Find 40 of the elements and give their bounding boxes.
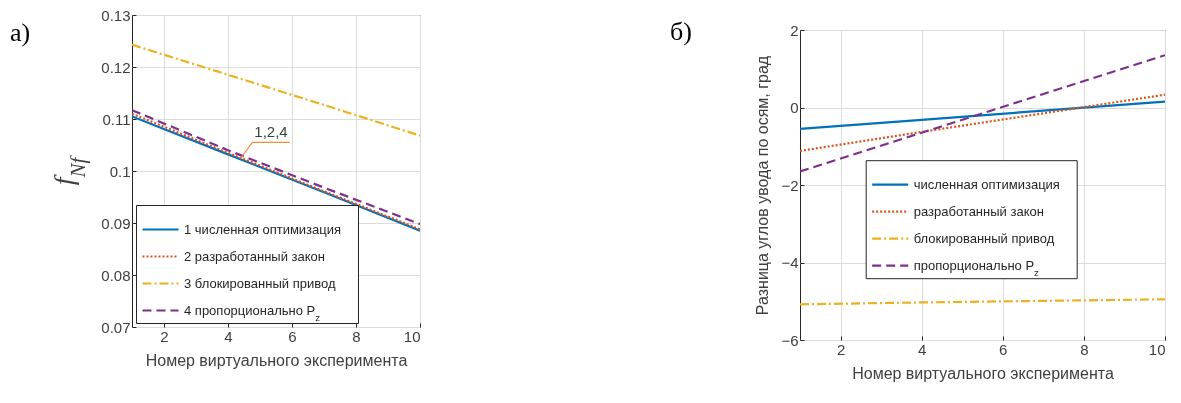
annotation: 1,2,4 (254, 123, 288, 141)
y-tick-label: 0.11 (102, 110, 131, 128)
legend-label: 2 разработанный закон (184, 248, 326, 264)
line-series (800, 93, 1165, 152)
line-series (800, 54, 1165, 173)
y-tick-label: −2 (781, 176, 799, 194)
chart-title: б) (670, 17, 692, 46)
legend-label: разработанный закон (913, 203, 1044, 219)
x-tick-label: 6 (288, 327, 297, 345)
y-tick-label: −6 (781, 331, 799, 349)
y-tick-label: 0 (790, 99, 799, 116)
y-axis-title: Разница углов увода по осям, град (754, 55, 772, 316)
chart-title: а) (10, 18, 31, 47)
x-tick-label: 10 (1148, 340, 1166, 358)
x-tick-label: 8 (352, 327, 361, 345)
y-tick-label: 2 (790, 21, 799, 39)
y-tick-label: 0.07 (101, 318, 131, 336)
x-tick-label: 10 (403, 327, 421, 345)
x-tick-label: 4 (224, 327, 233, 345)
x-tick-label: 6 (999, 340, 1008, 358)
x-tick-label: 8 (1080, 340, 1089, 358)
y-tick-label: 0.08 (101, 266, 131, 284)
x-axis-title: Номер виртуального эксперимента (852, 364, 1114, 382)
y-tick-label: 0.09 (101, 214, 131, 232)
x-tick-label: 4 (917, 340, 927, 358)
legend-label: 3 блокированный привод (184, 275, 336, 291)
legend-label: блокированный привод (913, 230, 1055, 246)
legend-label: численная оптимизация (913, 176, 1060, 192)
legend-label: пропорционально P$_{z}$ (913, 257, 1040, 278)
y-tick-label: 0.13 (101, 6, 131, 24)
legend-label: 4 пропорционально P$_{z}$ (184, 302, 321, 322)
y-tick-label: 0.1 (109, 162, 131, 180)
x-tick-label: 2 (160, 327, 169, 345)
x-tick-label: 2 (836, 340, 846, 358)
x-axis-title: Номер виртуального эксперимента (145, 351, 408, 369)
legend-label: 1 численная оптимизация (184, 221, 342, 237)
y-tick-label: 0.12 (101, 58, 131, 76)
line-series (132, 43, 420, 137)
y-tick-label: −4 (781, 254, 799, 271)
line-series (800, 100, 1165, 130)
